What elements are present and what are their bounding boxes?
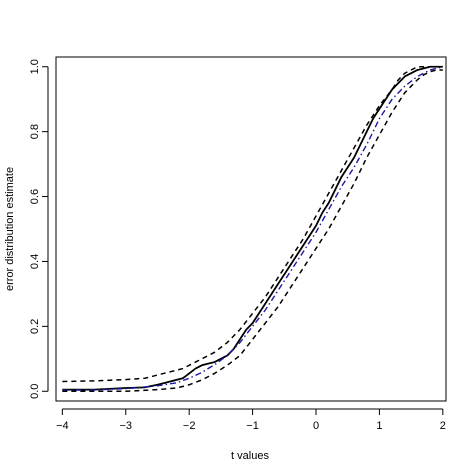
y-tick-label: 0.0 <box>29 384 41 399</box>
x-axis-label: t values <box>231 450 269 462</box>
series-layer <box>62 65 444 393</box>
x-tick-label: −4 <box>56 420 69 432</box>
x-tick-label: 1 <box>376 420 382 432</box>
series-line-true <box>62 66 444 391</box>
x-tick-label: −3 <box>119 420 132 432</box>
y-tick-label: 0.8 <box>29 124 41 139</box>
x-tick-label: −1 <box>246 420 259 432</box>
plot-frame <box>55 56 447 402</box>
y-tick-label: 0.6 <box>29 189 41 204</box>
y-axis-label: error distribution estimate <box>4 167 16 291</box>
y-tick-label: 0.4 <box>29 254 41 269</box>
series-line-estimate <box>62 65 443 391</box>
series-line-lower-band <box>62 69 443 393</box>
y-tick-label: 1.0 <box>29 59 41 74</box>
x-axis: −4 −3 −2 −1 0 1 2 <box>56 408 446 432</box>
x-tick-label: 0 <box>313 420 319 432</box>
series-line-upper-band <box>62 65 443 383</box>
y-axis: 0.0 0.2 0.4 0.6 0.8 1.0 <box>29 59 49 399</box>
x-tick-label: −2 <box>183 420 196 432</box>
y-tick-label: 0.2 <box>29 319 41 334</box>
x-tick-label: 2 <box>440 420 446 432</box>
